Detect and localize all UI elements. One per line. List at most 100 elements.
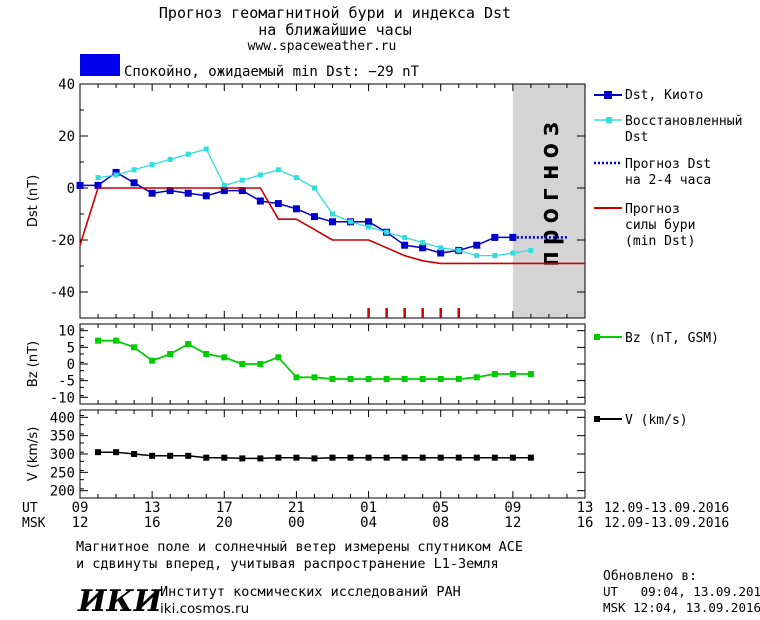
- iki-logo: ИКИ: [77, 584, 164, 619]
- data-point: [456, 247, 462, 253]
- data-point: [131, 167, 137, 173]
- data-point: [292, 205, 300, 213]
- y-axis-label: V (km/s): [26, 427, 41, 482]
- series-1: [95, 337, 534, 382]
- msk-tick-label: 16: [577, 515, 594, 531]
- updated-label: Обновлено в:: [603, 569, 697, 584]
- data-point: [509, 233, 517, 241]
- data-point: [275, 167, 281, 173]
- data-point: [130, 179, 138, 187]
- data-point: [202, 192, 210, 200]
- data-point: [311, 455, 318, 462]
- data-point: [184, 189, 192, 197]
- data-point: [275, 354, 282, 361]
- data-point: [203, 146, 209, 152]
- series-1: [76, 168, 517, 257]
- data-point: [167, 156, 173, 162]
- ut-tick-label: 01: [360, 500, 377, 516]
- data-point: [238, 187, 246, 195]
- legend-dst-kyoto: Dst, Киото: [625, 88, 703, 103]
- data-point: [95, 337, 102, 344]
- legend-bz: Bz (nT, GSM): [625, 331, 719, 346]
- data-point: [94, 181, 102, 189]
- data-point: [365, 454, 372, 461]
- series-4: [79, 187, 585, 265]
- data-point: [419, 244, 427, 252]
- site-link[interactable]: www.spaceweather.ru: [248, 39, 397, 54]
- footer-note-line2: и сдвинуты вперед, учитывая распростране…: [76, 556, 499, 572]
- data-point: [492, 253, 498, 259]
- data-point: [329, 376, 336, 382]
- data-point: [383, 454, 390, 461]
- y-tick-label: 10: [58, 324, 75, 340]
- data-point: [257, 361, 264, 367]
- data-point: [149, 162, 155, 168]
- data-point: [329, 454, 336, 461]
- y-tick-label: 0: [67, 181, 75, 197]
- data-point: [455, 376, 462, 382]
- ut-tick-label: 13: [577, 500, 594, 516]
- data-point: [257, 172, 263, 178]
- data-point: [491, 454, 498, 461]
- data-point: [527, 454, 534, 461]
- msk-tick-label: 12: [504, 515, 521, 531]
- series-line: [80, 171, 513, 254]
- data-point: [473, 374, 480, 381]
- data-point: [474, 253, 480, 259]
- data-point: [167, 452, 174, 459]
- data-point: [401, 376, 408, 382]
- y-tick-label: -40: [50, 285, 75, 301]
- msk-tick-label: 16: [144, 515, 161, 531]
- data-point: [221, 182, 227, 188]
- series-2: [95, 146, 534, 259]
- data-point: [527, 371, 534, 377]
- data-point: [401, 241, 409, 249]
- data-point: [491, 371, 498, 377]
- data-point: [330, 211, 335, 217]
- legend-storm-line1: Прогноз: [625, 202, 680, 217]
- data-point: [95, 449, 102, 456]
- data-point: [455, 454, 462, 461]
- panel-frame: [79, 323, 586, 405]
- data-point: [148, 189, 156, 197]
- data-point: [329, 218, 336, 226]
- ut-tick-label: 09: [72, 500, 89, 516]
- data-point: [509, 454, 516, 461]
- data-point: [293, 454, 300, 461]
- ut-axis-label: UT: [22, 501, 38, 516]
- legend-storm-line3: (min Dst): [625, 234, 695, 249]
- legend-forecast-line1: Прогноз Dst: [625, 157, 711, 172]
- legend-v: V (km/s): [625, 413, 688, 428]
- ut-tick-label: 09: [504, 500, 521, 516]
- footer-note-line1: Магнитное поле и солнечный ветер измерен…: [76, 539, 523, 555]
- data-point: [419, 376, 426, 382]
- data-point: [437, 249, 445, 257]
- data-point: [401, 454, 408, 461]
- data-point: [437, 454, 444, 461]
- data-point: [113, 172, 119, 178]
- data-point: [348, 219, 354, 225]
- y-tick-label: 350: [50, 429, 75, 445]
- legend: Dst, Киото Восстановленный Dst Прогноз D…: [594, 88, 742, 428]
- y-axis-label: Dst (nT): [26, 175, 41, 227]
- data-point: [76, 181, 84, 189]
- data-point: [402, 234, 408, 240]
- data-point: [311, 374, 318, 381]
- data-point: [347, 454, 354, 461]
- data-point: [528, 247, 534, 253]
- y-tick-label: 200: [50, 484, 75, 500]
- data-point: [473, 241, 481, 249]
- legend-storm-line2: силы бури: [625, 218, 695, 233]
- data-point: [203, 454, 210, 461]
- data-point: [185, 452, 192, 459]
- data-point: [131, 451, 138, 457]
- institute-url[interactable]: iki.cosmos.ru: [160, 601, 249, 617]
- msk-date-range: 12.09-13.09.2016: [604, 516, 729, 531]
- data-point: [113, 337, 120, 344]
- series-1: [95, 449, 534, 462]
- y-tick-label: -20: [50, 233, 75, 249]
- y-axis-label: Bz (nT): [26, 341, 41, 387]
- panel-frame: [79, 83, 586, 319]
- data-point: [185, 341, 192, 347]
- data-point: [347, 376, 354, 382]
